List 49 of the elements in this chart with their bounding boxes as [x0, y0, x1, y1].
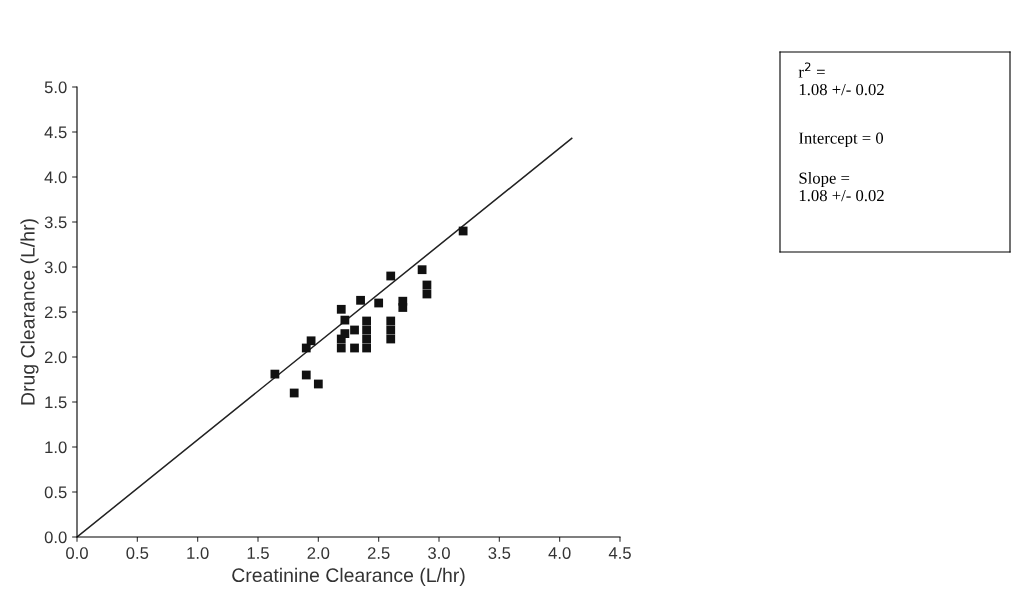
point [362, 325, 371, 335]
y-axis-title: Drug Clearance (L/hr) [20, 219, 39, 405]
point [374, 298, 384, 308]
point [350, 343, 359, 353]
y-tick-label: 4.5 [44, 126, 67, 139]
x-tick-label: 4.0 [548, 547, 571, 559]
y-tick-label: 4.0 [44, 171, 67, 184]
y-tick-label: 1.5 [45, 396, 67, 409]
y-tick-label: 0.0 [44, 531, 67, 544]
y-tick-label: 3.5 [44, 216, 67, 229]
text: r$^{2}$ = 1.08 +/- 0.02 [798, 62, 884, 96]
point [386, 316, 396, 326]
x-axis-title: Creatinine Clearance (L/hr) [232, 567, 465, 586]
x-tick-label: 4.5 [608, 547, 631, 559]
x-tick-label: 2.5 [367, 547, 390, 559]
point [336, 343, 346, 353]
y-tick-label: 1.0 [45, 441, 67, 454]
point [356, 295, 365, 305]
x-tick-label: 0.5 [126, 547, 149, 559]
text: Intercept = 0 [799, 132, 884, 148]
point [313, 379, 323, 389]
point [362, 316, 371, 326]
y-tick-label: 0.5 [44, 486, 67, 499]
x-tick-label: 1.5 [247, 547, 269, 559]
point [301, 370, 311, 380]
point [362, 334, 371, 344]
point [350, 325, 359, 335]
point [458, 226, 468, 236]
point [340, 315, 350, 325]
x-tick-label: 3.0 [428, 547, 450, 559]
point [362, 343, 371, 353]
point [340, 329, 350, 338]
point [336, 304, 346, 314]
x-tick-label: 3.5 [488, 547, 511, 559]
x-tick-label: 2.0 [307, 547, 330, 559]
x-tick-label: 0.0 [66, 547, 88, 559]
y-tick-label: 3.0 [44, 261, 67, 274]
y-tick-label: 2.0 [44, 351, 67, 364]
point [386, 271, 396, 281]
y-tick-label: 2.5 [44, 306, 67, 319]
point [289, 388, 299, 398]
point [398, 296, 408, 306]
point [417, 265, 427, 275]
y-tick-label: 5.0 [44, 81, 67, 94]
point [306, 336, 316, 346]
point [386, 334, 396, 344]
point [386, 325, 396, 335]
text: Slope = 1.08 +/- 0.02 [799, 172, 884, 202]
x-tick-label: 1.0 [187, 547, 209, 559]
